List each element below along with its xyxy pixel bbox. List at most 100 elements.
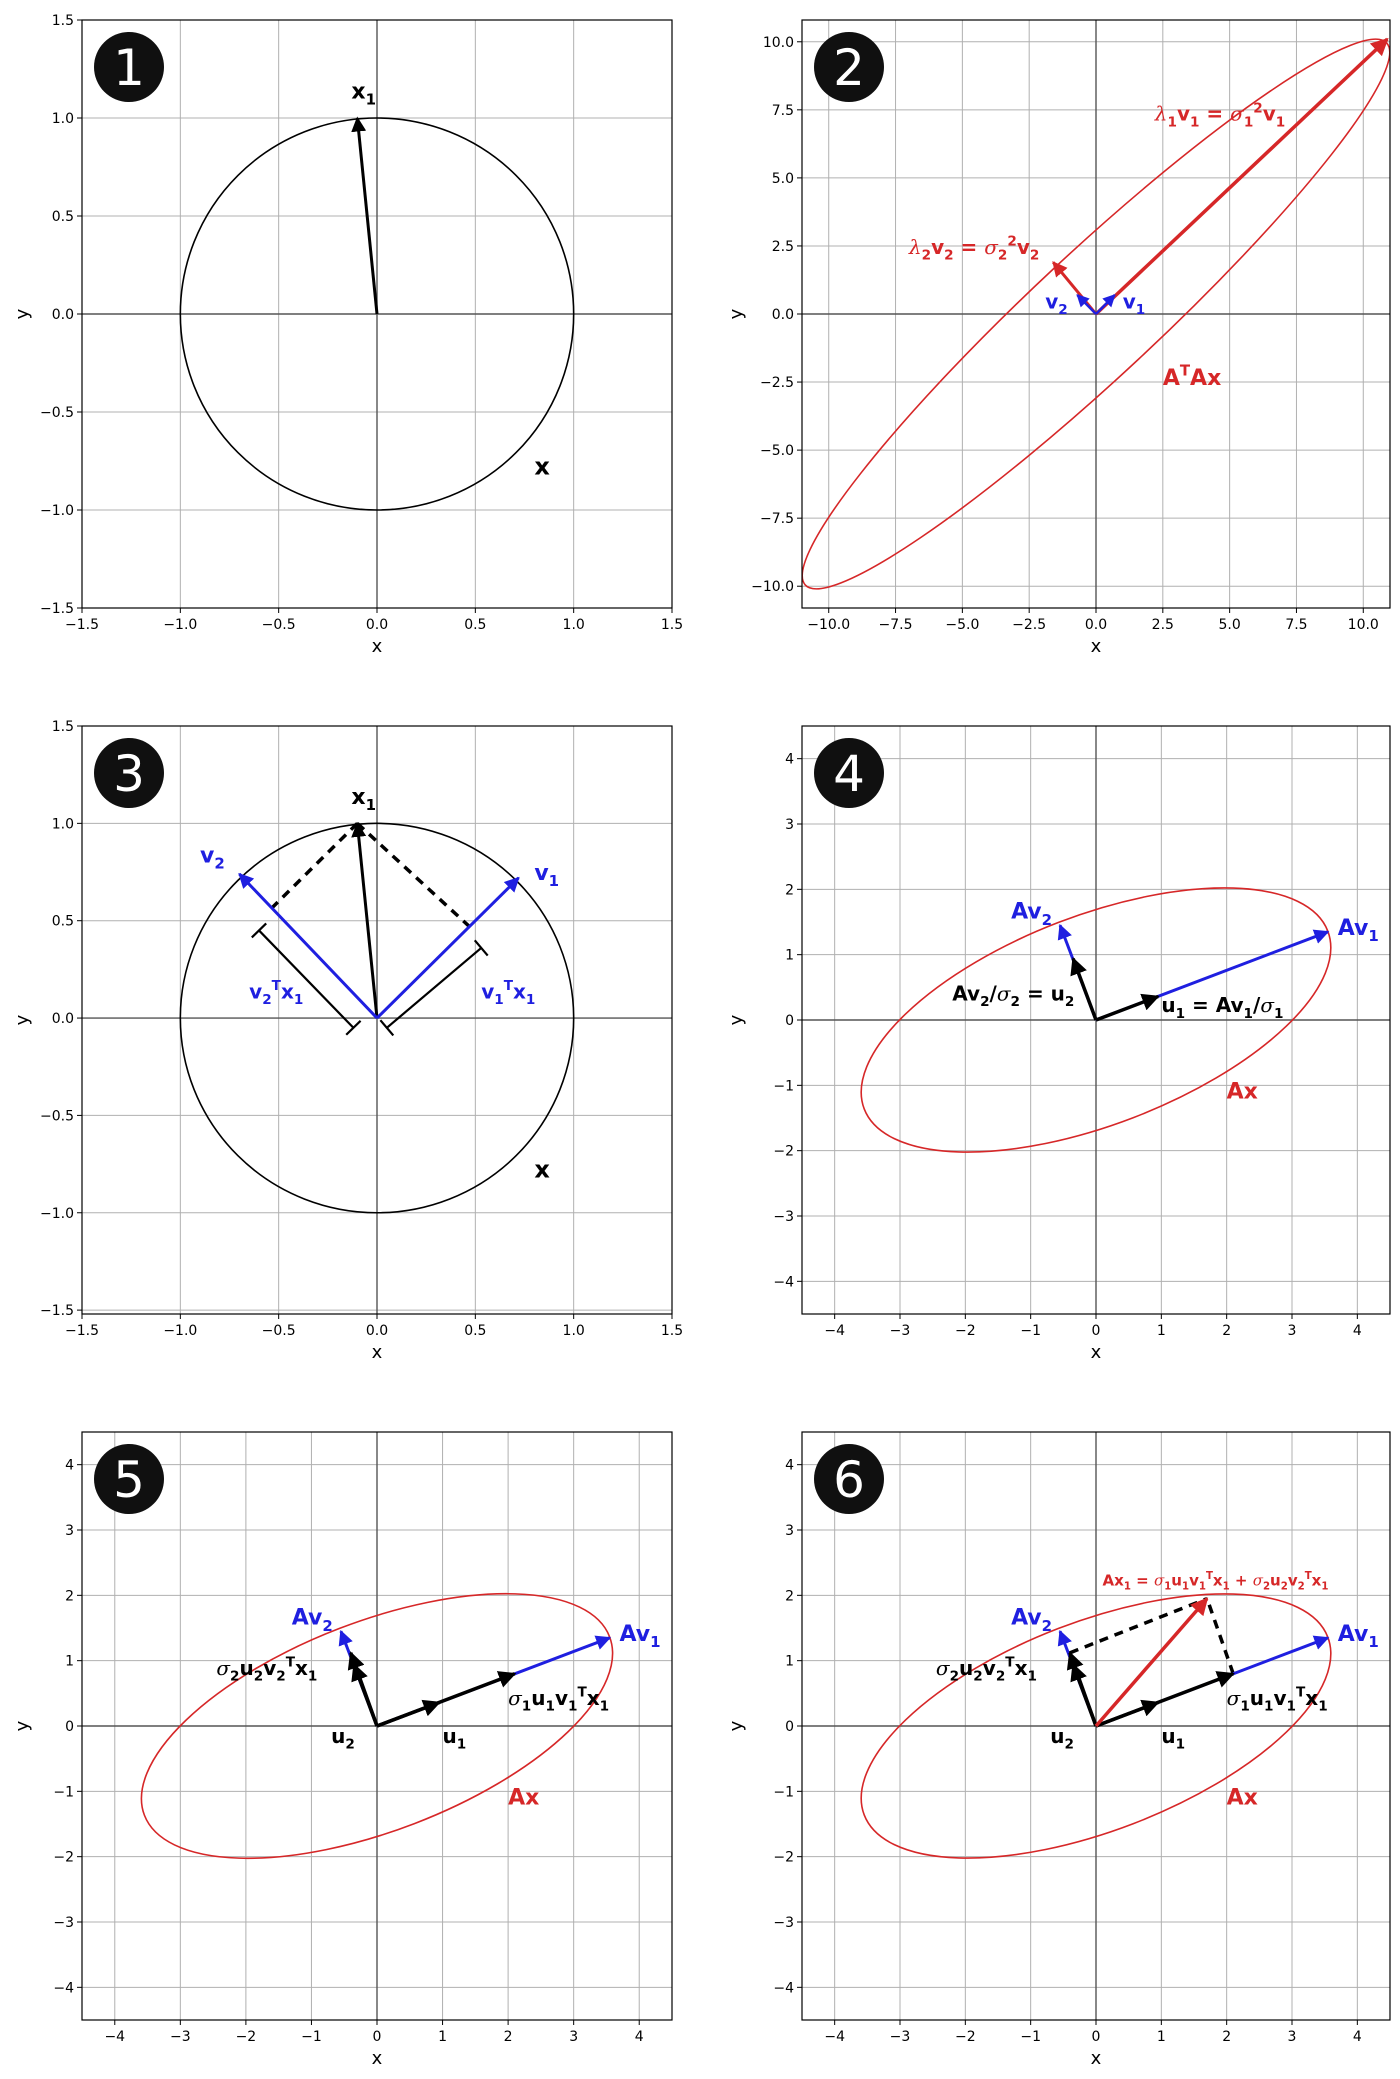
y-tick-label: −0.5 bbox=[40, 1108, 74, 1124]
y-tick-label: 0.0 bbox=[52, 1011, 74, 1027]
vector-arrow bbox=[238, 872, 379, 1020]
annotation-label: Av2 bbox=[292, 1606, 333, 1635]
vector-arrow bbox=[1076, 294, 1097, 315]
panel-number: 6 bbox=[833, 1451, 865, 1509]
x-tick-label: 3 bbox=[1288, 1323, 1297, 1339]
y-tick-label: 1.0 bbox=[52, 111, 74, 127]
x-tick-label: 3 bbox=[569, 2029, 578, 2045]
x-tick-label: 0.0 bbox=[366, 617, 388, 633]
y-tick-label: 10.0 bbox=[763, 35, 794, 51]
projection-bracket bbox=[251, 922, 362, 1036]
axes-frame bbox=[801, 725, 1391, 1315]
projection-bracket bbox=[379, 939, 489, 1037]
x-tick-label: 1.0 bbox=[563, 1323, 585, 1339]
x-tick-label: 1.5 bbox=[661, 617, 683, 633]
x-tick-label: 0 bbox=[1092, 2029, 1101, 2045]
projection-dashed-line bbox=[1205, 1598, 1235, 1675]
panel-5: −4 −3 −2 −1 0 1 2 3 4 −4 −3 −2 −1 0 1 2 3 4 x y Av1 Av2 σ2u2v2… bbox=[12, 1431, 673, 2069]
axes-frame bbox=[81, 19, 673, 609]
x-tick-label: −3 bbox=[890, 1323, 911, 1339]
vector-arrow bbox=[1095, 1699, 1160, 1728]
x-tick-label: −0.5 bbox=[262, 1323, 296, 1339]
y-tick-label: −2.5 bbox=[760, 375, 794, 391]
panel-number: 4 bbox=[833, 745, 865, 803]
x-tick-label: 0.5 bbox=[464, 617, 486, 633]
y-tick-label: −1 bbox=[773, 1784, 794, 1800]
annotation-label: x bbox=[534, 1156, 550, 1184]
y-tick-label: −4 bbox=[773, 1980, 794, 1996]
y-tick-label: 0 bbox=[785, 1719, 794, 1735]
annotation-label: Ax bbox=[1227, 1079, 1258, 1104]
annotation-label: σ1u1v1Tx1 bbox=[1227, 1685, 1328, 1715]
y-tick-label: −2 bbox=[53, 1850, 74, 1866]
annotation-label: Av1 bbox=[1338, 916, 1379, 945]
y-tick-label: −7.5 bbox=[760, 511, 794, 527]
x-tick-label: −1 bbox=[1020, 2029, 1041, 2045]
vector-arrow bbox=[1094, 37, 1389, 316]
x-tick-label: −1.5 bbox=[65, 617, 99, 633]
y-tick-label: −4 bbox=[773, 1274, 794, 1290]
annotation-label: Av1 bbox=[1338, 1622, 1379, 1651]
x-tick-label: −10.0 bbox=[807, 617, 850, 633]
x-tick-label: 1 bbox=[1157, 1323, 1166, 1339]
y-axis-label: y bbox=[726, 1720, 747, 1731]
x-axis-label: x bbox=[1091, 1342, 1102, 1363]
y-tick-label: −1 bbox=[53, 1784, 74, 1800]
panel-6: −4 −3 −2 −1 0 1 2 3 4 −4 −3 −2 −1 0 1 2 3 4 x y Av1 Av2 Ax1 = … bbox=[726, 1431, 1391, 2069]
x-tick-label: 4 bbox=[1353, 1323, 1362, 1339]
x-tick-label: −2 bbox=[236, 2029, 257, 2045]
panel-number: 3 bbox=[113, 745, 145, 803]
annotation-label: x1 bbox=[351, 785, 376, 814]
x-axis-label: x bbox=[372, 1342, 383, 1363]
y-tick-label: 1 bbox=[785, 948, 794, 964]
x-tick-label: 10.0 bbox=[1348, 617, 1379, 633]
x-tick-label: 3 bbox=[1288, 2029, 1297, 2045]
vector-arrow bbox=[376, 1699, 441, 1728]
annotation-label: Ax bbox=[508, 1785, 539, 1810]
panel-number-badge: 5 bbox=[94, 1444, 164, 1514]
annotation-label: λ2v2 = σ22v2 bbox=[908, 234, 1039, 264]
vector-arrow bbox=[375, 876, 520, 1020]
vector-arrow bbox=[1095, 294, 1116, 315]
y-tick-label: 1.0 bbox=[52, 816, 74, 832]
y-tick-label: −1.5 bbox=[40, 601, 74, 617]
annotation-label: Av1 bbox=[620, 1622, 661, 1651]
x-tick-label: −3 bbox=[890, 2029, 911, 2045]
x-tick-label: 4 bbox=[1353, 2029, 1362, 2045]
panel-number: 1 bbox=[113, 39, 145, 97]
panel-number-badge: 1 bbox=[94, 32, 164, 102]
y-tick-label: 2.5 bbox=[772, 239, 794, 255]
annotation-label: u2 bbox=[331, 1724, 355, 1753]
x-tick-label: −2.5 bbox=[1012, 617, 1046, 633]
x-axis-label: x bbox=[1091, 636, 1102, 657]
x-axis-label: x bbox=[372, 2048, 383, 2069]
x-tick-label: −0.5 bbox=[262, 617, 296, 633]
axes-frame bbox=[81, 725, 673, 1315]
vector-arrow bbox=[351, 116, 379, 315]
axes-frame bbox=[801, 19, 1391, 609]
annotation-label: Av2 bbox=[1011, 1606, 1052, 1635]
y-tick-label: −0.5 bbox=[40, 405, 74, 421]
annotation-label: x bbox=[534, 453, 550, 481]
y-tick-label: −3 bbox=[773, 1209, 794, 1225]
y-tick-label: −3 bbox=[773, 1915, 794, 1931]
x-tick-label: 0.0 bbox=[1085, 617, 1107, 633]
y-tick-label: 1.5 bbox=[52, 13, 74, 29]
panel-number: 2 bbox=[833, 39, 865, 97]
y-axis-label: y bbox=[12, 308, 33, 319]
vector-arrow bbox=[1070, 1662, 1098, 1727]
y-tick-label: −10.0 bbox=[751, 579, 794, 595]
x-tick-label: −3 bbox=[170, 2029, 191, 2045]
projection-dashed-line bbox=[267, 822, 359, 913]
plot-area bbox=[179, 821, 575, 1214]
y-tick-label: 0.0 bbox=[52, 307, 74, 323]
x-tick-label: 0.5 bbox=[464, 1323, 486, 1339]
annotation-label: σ1u1v1Tx1 bbox=[508, 1685, 609, 1715]
x-tick-label: 1.0 bbox=[563, 617, 585, 633]
y-tick-label: 2 bbox=[785, 882, 794, 898]
y-tick-label: 4 bbox=[785, 752, 794, 768]
x-tick-label: 1.5 bbox=[661, 1323, 683, 1339]
x-tick-label: −1.0 bbox=[163, 1323, 197, 1339]
annotation-label: u1 = Av1/σ1 bbox=[1161, 993, 1283, 1022]
panel-number-badge: 6 bbox=[814, 1444, 884, 1514]
